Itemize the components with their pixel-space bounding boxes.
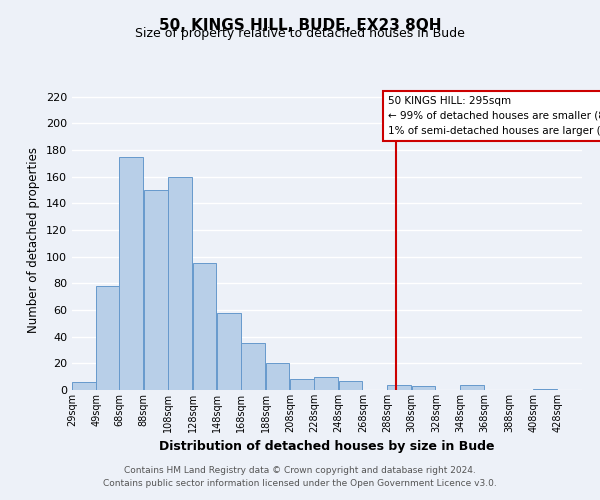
Text: Contains HM Land Registry data © Crown copyright and database right 2024.
Contai: Contains HM Land Registry data © Crown c…: [103, 466, 497, 487]
Bar: [241, 344, 265, 390]
Bar: [412, 386, 436, 390]
Bar: [168, 176, 192, 390]
Bar: [266, 364, 289, 390]
Bar: [290, 380, 314, 390]
Bar: [119, 156, 143, 390]
Bar: [314, 376, 338, 390]
Text: 50, KINGS HILL, BUDE, EX23 8QH: 50, KINGS HILL, BUDE, EX23 8QH: [159, 18, 441, 32]
Bar: [338, 380, 362, 390]
Bar: [72, 382, 96, 390]
Bar: [533, 388, 557, 390]
Bar: [460, 384, 484, 390]
Bar: [144, 190, 167, 390]
Bar: [217, 312, 241, 390]
Bar: [193, 264, 216, 390]
Bar: [387, 384, 411, 390]
Bar: [97, 286, 120, 390]
Y-axis label: Number of detached properties: Number of detached properties: [28, 147, 40, 333]
X-axis label: Distribution of detached houses by size in Bude: Distribution of detached houses by size …: [159, 440, 495, 454]
Text: Size of property relative to detached houses in Bude: Size of property relative to detached ho…: [135, 28, 465, 40]
Text: 50 KINGS HILL: 295sqm
← 99% of detached houses are smaller (801)
1% of semi-deta: 50 KINGS HILL: 295sqm ← 99% of detached …: [388, 96, 600, 136]
